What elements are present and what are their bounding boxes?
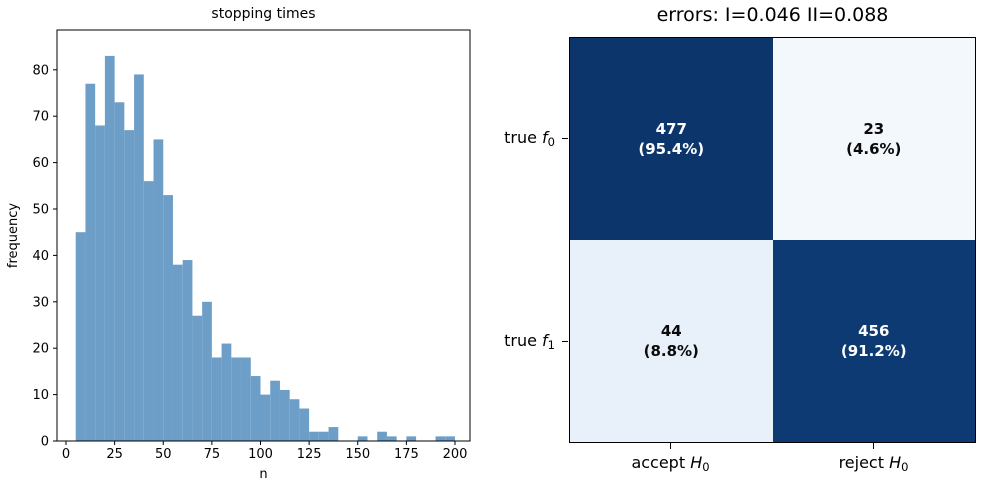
histogram-bar [143,181,154,441]
histogram-bar [114,102,125,441]
histogram-bar [124,130,135,441]
histogram-bar [95,125,105,441]
histogram-bar [318,431,329,441]
histogram-plot: 0 25 50 75 100 125 150 175 200 0 10 20 30 40 50 60 70 80 n… [6,29,471,482]
y-tick-label: 0 [41,435,49,450]
cell-count: 456 [858,322,890,340]
x-tick-label: 0 [62,447,70,462]
row-label-sub: 0 [547,134,555,149]
y-tick-label: 80 [32,63,49,78]
y-tick-label: 60 [32,156,49,171]
cell-percent: (91.2%) [840,342,907,360]
histogram-bar [357,436,368,441]
y-tick-label: 10 [32,388,49,403]
histogram-bar [386,436,397,441]
axes-spines [56,29,471,442]
histogram-bar [445,436,455,441]
y-tick-label: 50 [32,203,49,218]
row-label-text: true [504,331,543,350]
cell-percent: (8.8%) [643,342,699,360]
y-tick-label: 40 [32,249,49,264]
row-tick-1 [562,341,568,343]
histogram-bar [202,301,212,441]
histogram-bar [134,74,144,441]
row-label-true-f0: true f0 [425,128,555,149]
x-tick-label: 175 [394,447,419,462]
histogram-bar [85,83,96,441]
histogram-bar [104,55,115,441]
histogram-bar [260,394,271,441]
x-tick-label: 50 [155,447,172,462]
matrix-cell-true1-reject: 456 (91.2%) [772,240,975,442]
histogram-bar [299,408,310,441]
cell-count: 477 [655,120,687,138]
histogram-bar [406,436,417,441]
col-label-accept-h0: accept H0 [569,453,772,474]
row-label-text: true [504,128,543,147]
histogram-bar [289,399,300,441]
cell-percent: (4.6%) [846,140,902,158]
x-axis-label: n [259,467,267,482]
histogram-bar [377,431,387,441]
row-label-sub: 1 [547,337,555,352]
x-tick-label: 100 [248,447,273,462]
cell-count: 23 [863,120,885,138]
matrix-cell-true0-accept: 477 (95.4%) [570,38,773,240]
col-tick-0 [670,443,672,449]
col-label-sub: 0 [901,459,909,474]
col-label-text: reject [838,453,890,472]
row-label-true-f1: true f1 [425,331,555,352]
histogram-bar [328,427,339,441]
cell-count: 44 [660,322,682,340]
y-tick-label: 30 [32,295,49,310]
x-tick-label: 75 [204,447,221,462]
col-label-var: H [690,453,703,472]
col-label-text: accept [631,453,691,472]
histogram-bar [250,376,261,441]
histogram-bar [279,389,290,441]
histogram-bar [192,315,203,441]
col-label-reject-h0: reject H0 [772,453,975,474]
histogram-bar [163,195,173,441]
x-tick-label: 25 [106,447,123,462]
confusion-matrix: 477 (95.4%) 23 (4.6%) 44 (8.8%) 456 (91.… [569,37,976,443]
y-tick-label: 20 [32,342,49,357]
cell-percent: (95.4%) [638,140,705,158]
histogram-bar [241,357,251,441]
x-tick-label: 150 [345,447,370,462]
matrix-cell-true0-reject: 23 (4.6%) [772,38,975,240]
histogram-bar [309,431,319,441]
matrix-cell-true1-accept: 44 (8.8%) [570,240,773,442]
y-axis-label: frequency [6,203,21,269]
histogram-bar [172,264,183,441]
histogram-title: stopping times [211,6,316,22]
x-tick-label: 125 [297,447,322,462]
histogram-bar [153,139,164,441]
col-tick-1 [873,443,875,449]
histogram-bar [231,357,242,441]
histogram-bar [182,260,193,441]
confusion-matrix-title: errors: I=0.046 II=0.088 [656,4,889,26]
col-label-var: H [889,453,902,472]
row-label-var: f [542,128,548,147]
histogram-bar [435,436,446,441]
y-tick-label: 70 [32,110,49,125]
col-label-sub: 0 [702,459,710,474]
histogram-bar [221,343,232,441]
row-tick-0 [562,138,568,140]
histogram-bar [270,380,280,441]
x-tick-label: 200 [443,447,468,462]
row-label-var: f [542,331,548,350]
histogram-bar [211,357,222,441]
histogram-bar [75,232,86,441]
